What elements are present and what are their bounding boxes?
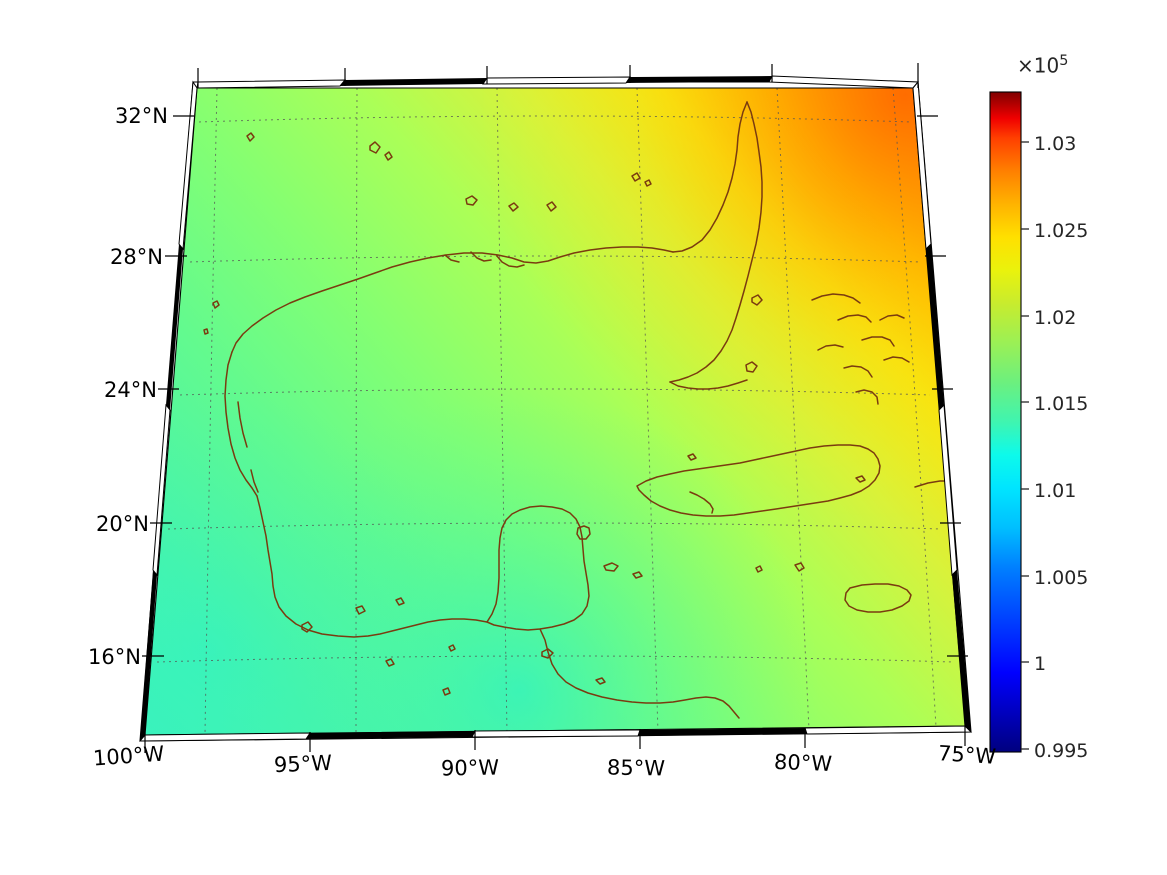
lat-tick-label-28n: 28°N [110, 245, 163, 269]
axis-ticks [142, 63, 968, 753]
lon-tick-label-90w: 90°W [440, 755, 500, 781]
colorbar-tick-label: 1.005 [1034, 567, 1089, 589]
lon-tick-label-95w: 95°W [273, 750, 333, 778]
graticule [156, 88, 954, 735]
colorbar-ticks [1021, 141, 1029, 750]
lon-tick-label-75w: 75°W [937, 741, 997, 769]
colorbar-tick-label: 1.01 [1034, 480, 1077, 502]
colorbar-tick-label: 1.03 [1034, 133, 1077, 155]
pressure-field [145, 88, 965, 735]
lat-tick-label-24n: 24°N [104, 378, 157, 402]
colorbar-tick-label: 0.995 [1034, 740, 1089, 762]
lon-tick-label-100w: 100°W [92, 741, 166, 771]
lon-tick-label-85w: 85°W [606, 755, 666, 781]
colorbar-tick-label: 1.02 [1034, 307, 1077, 329]
lat-tick-label-16n: 16°N [88, 645, 141, 669]
lat-tick-label-20n: 20°N [96, 512, 149, 536]
coastlines [203, 101, 961, 719]
lat-tick-label-32n: 32°N [115, 104, 168, 128]
colorbar-offset-text: ×105 [1017, 53, 1069, 78]
colorbar-tick-label: 1.015 [1034, 393, 1089, 415]
colorbar-tick-label: 1 [1034, 653, 1047, 675]
colorbar-tick-label: 1.025 [1034, 220, 1089, 242]
lon-tick-label-80w: 80°W [773, 749, 833, 777]
colorbar-gradient [990, 92, 1021, 752]
